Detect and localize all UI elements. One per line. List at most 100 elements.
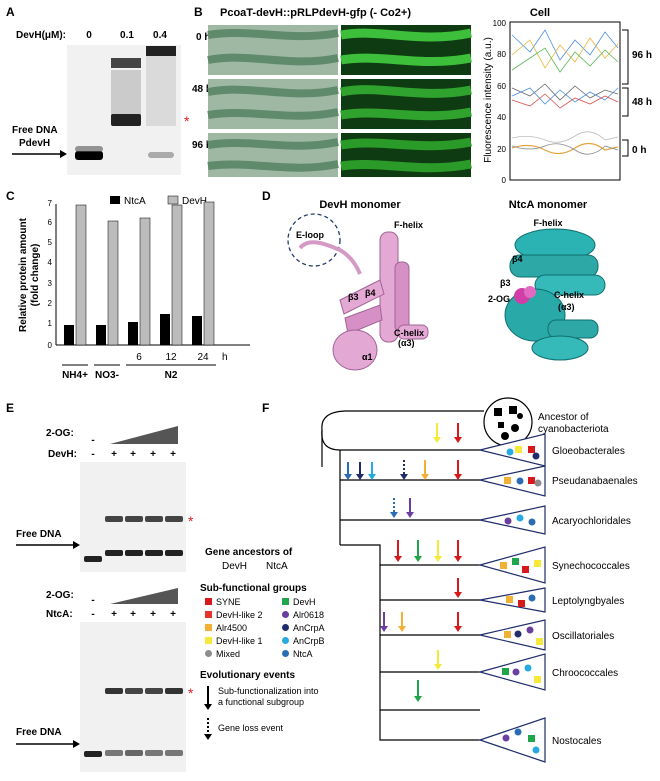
time-unit-h: h [222,352,228,363]
group-nh4: NH4+ [62,370,88,381]
e-devh-label: DevH: [48,449,77,460]
chart-axes: 0 20 40 60 80 100 [493,19,621,185]
legend-ntca: NtcA [124,196,146,207]
svg-text:80: 80 [497,50,506,59]
svg-text:0: 0 [502,176,507,185]
clade-nostocales: Nostocales [552,736,601,747]
sg-ntca: NtcA [293,649,313,659]
panel-d-letter: D [262,189,271,203]
event-loss: Gene loss event [218,723,284,733]
svg-text:1: 1 [48,319,53,328]
clade-gloeobacterales: Gloeobacterales [552,446,625,457]
svg-text:7: 7 [48,199,53,208]
e-og-sign-1: - [91,595,94,606]
ntca-structure [504,228,606,361]
panel-a-promoter: PdevH [19,138,50,149]
chart-c-axes: 0 1 2 3 4 5 6 7 [48,199,250,350]
panel-a-conc-label: DevH(μM): [16,30,66,41]
legend-devh: DevH [182,196,207,207]
svg-text:6: 6 [48,218,53,227]
e-free-dna-top: Free DNA [16,529,62,540]
time-0h: 0 h [196,32,210,43]
sg-ancrpb: AnCrpB [293,636,325,646]
e-sign-bottom-2: + [130,609,136,620]
devh-f-helix: F-helix [394,220,423,230]
e-star-top: * [188,513,194,529]
chart-c-legend: NtcA DevH [110,195,207,207]
group-n2: N2 [165,370,178,381]
e-sign-top-2: + [130,449,136,460]
ntca-2og: 2-OG [488,294,510,304]
micrograph-gfp [340,25,472,177]
chart-traces [511,29,619,155]
e-og-label-top: 2-OG: [46,428,74,439]
clade-markers [500,446,543,754]
event-subfunc-1: Sub-functionalization into [218,686,319,696]
sg-alr0618: Alr0618 [293,610,324,620]
n2-time-6: 6 [136,352,142,363]
ancestor-label-1: Ancestor of [538,412,589,423]
gene-ancestor-devh: DevH [222,561,247,572]
subgroups-title: Sub-functional groups [200,583,307,594]
ntca-beta3: β3 [500,278,511,288]
devh-c-helix: C-helix [394,328,424,338]
n2-time-24: 24 [197,352,209,363]
panel-b-letter: B [194,5,203,19]
chart-c-bars [64,201,215,346]
e-loop-circle [287,213,341,267]
panel-a-letter: A [6,5,15,19]
devh-structure [298,231,429,371]
svg-text:60: 60 [497,82,506,91]
clade-synechococcales: Synechococcales [552,561,630,572]
e-og-label-bottom: 2-OG: [46,590,74,601]
panel-c-letter: C [6,189,15,203]
panel-f-letter: F [262,401,269,415]
e-star-bottom: * [188,685,194,701]
events-title: Evolutionary events [200,670,295,681]
ancestor-circle [483,397,533,447]
panel-a-star: * [184,113,190,129]
e-sign-top-3: + [150,449,156,460]
chart-c-ylabel-2: (fold change) [30,244,41,307]
svg-text:20: 20 [497,145,506,154]
svg-text:100: 100 [493,19,507,28]
panel-a-conc-0: 0 [86,30,92,41]
event-arrows [344,423,462,702]
sg-ancrpa: AnCrpA [293,623,325,633]
e-sign-bottom-1: + [111,609,117,620]
clade-oscillatoriales: Oscillatoriales [552,631,614,642]
phylogeny-tree [321,410,484,741]
chart-cell-title: Cell [530,7,550,19]
group-no3: NO3- [95,370,119,381]
e-free-dna-bottom: Free DNA [16,727,62,738]
panel-a-conc-2: 0.4 [153,30,167,41]
sg-devh-like1: DevH-like 1 [216,636,263,646]
panel-a-free-dna: Free DNA [12,125,58,136]
bracket-96h: 96 h [632,50,652,61]
svg-text:4: 4 [48,258,53,267]
bracket-0h: 0 h [632,145,646,156]
devh-monomer-title: DevH monomer [319,199,401,211]
chart-c-ylabel: Relative protein amount [18,217,29,332]
e-sign-bottom-3: + [150,609,156,620]
devh-alpha1: α1 [362,352,373,362]
og-gradient-top [110,426,178,444]
devh-e-loop: E-loop [296,230,324,240]
devh-beta4: β4 [365,288,376,298]
clade-chroococcales: Chroococcales [552,668,618,679]
sg-devh-like2: DevH-like 2 [216,610,263,620]
event-subfunc-2: a functional subgroup [218,697,304,707]
svg-text:5: 5 [48,238,53,247]
panel-e-letter: E [6,401,14,415]
svg-text:40: 40 [497,113,506,122]
sg-devh: DevH [293,597,316,607]
ntca-c-helix: C-helix [554,290,584,300]
sg-alr4500: Alr4500 [216,623,247,633]
e-sign-bottom-0: - [91,609,94,620]
devh-alpha3: (α3) [398,338,415,348]
e-ntca-label: NtcA: [46,609,73,620]
e-sign-top-1: + [111,449,117,460]
ntca-f-helix: F-helix [533,218,562,228]
emsa-gel-a [67,45,181,175]
